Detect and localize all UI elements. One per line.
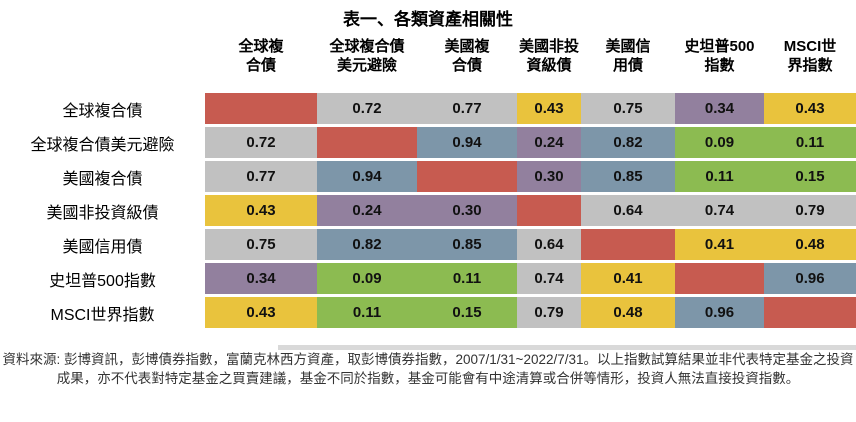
row-label-5: 史坦普500指數 [49,272,156,290]
diagonal-cell [317,127,417,158]
column-header-4: 美國信 用債 [605,37,651,75]
matrix-cell: 0.64 [517,229,581,260]
column-header-5: 史坦普500 指數 [684,37,755,75]
matrix-cell: 0.11 [764,127,856,158]
row-label-3: 美國非投資級債 [46,204,159,222]
matrix-cell: 0.77 [417,93,517,124]
matrix-cell: 0.79 [764,195,856,226]
matrix-cell: 0.85 [581,161,675,192]
row-label-6: MSCI世界指數 [50,306,155,324]
matrix-cell: 0.09 [675,127,764,158]
diagonal-cell [417,161,517,192]
column-header-1: 全球複合債 美元避險 [329,37,405,75]
matrix-cell: 0.74 [675,195,764,226]
matrix-cell: 0.79 [517,297,581,328]
column-header-3: 美國非投 資級債 [518,37,579,75]
matrix-cell: 0.34 [205,263,317,294]
matrix-cell: 0.96 [764,263,856,294]
table-bottom-divider [278,345,856,350]
matrix-cell: 0.82 [317,229,417,260]
column-header-2: 美國複 合債 [444,37,490,75]
matrix-cell: 0.72 [205,127,317,158]
matrix-cell: 0.30 [417,195,517,226]
diagonal-cell [581,229,675,260]
diagonal-cell [517,195,581,226]
matrix-cell: 0.64 [581,195,675,226]
page-title: 表一、各類資產相關性 [343,10,513,29]
matrix-corner [0,28,205,90]
column-header-6: MSCI世 界指數 [783,37,837,75]
diagonal-cell [675,263,764,294]
row-label-2: 美國複合債 [62,170,143,188]
matrix-cell: 0.74 [517,263,581,294]
matrix-cell: 0.43 [205,195,317,226]
matrix-cell: 0.72 [317,93,417,124]
matrix-cell: 0.09 [317,263,417,294]
matrix-cell: 0.48 [581,297,675,328]
matrix-cell: 0.15 [764,161,856,192]
matrix-cell: 0.85 [417,229,517,260]
diagonal-cell [764,297,856,328]
matrix-cell: 0.43 [517,93,581,124]
matrix-cell: 0.34 [675,93,764,124]
matrix-cell: 0.11 [317,297,417,328]
matrix-cell: 0.24 [517,127,581,158]
matrix-cell: 0.75 [205,229,317,260]
matrix-cell: 0.77 [205,161,317,192]
correlation-matrix: 全球複 合債 全球複合債 美元避險 美國複 合債 美國非投 資級債 美國信 用債 史坦普500 指數 M… [0,28,856,328]
matrix-cell: 0.75 [581,93,675,124]
row-label-4: 美國信用債 [62,238,143,256]
source-disclaimer: 資料來源: 彭博資訊，彭博債券指數，富蘭克林西方資產，取彭博債券指數，2007/… [2,352,854,387]
column-header-0: 全球複 合債 [238,37,284,75]
matrix-cell: 0.41 [675,229,764,260]
row-label-1: 全球複合債美元避險 [30,136,175,154]
matrix-cell: 0.24 [317,195,417,226]
matrix-cell: 0.94 [317,161,417,192]
matrix-cell: 0.15 [417,297,517,328]
matrix-cell: 0.43 [764,93,856,124]
row-label-0: 全球複合債 [62,102,143,120]
matrix-cell: 0.94 [417,127,517,158]
matrix-cell: 0.48 [764,229,856,260]
matrix-cell: 0.82 [581,127,675,158]
diagonal-cell [205,93,317,124]
matrix-cell: 0.11 [675,161,764,192]
matrix-cell: 0.41 [581,263,675,294]
matrix-cell: 0.96 [675,297,764,328]
matrix-cell: 0.30 [517,161,581,192]
matrix-cell: 0.43 [205,297,317,328]
matrix-cell: 0.11 [417,263,517,294]
